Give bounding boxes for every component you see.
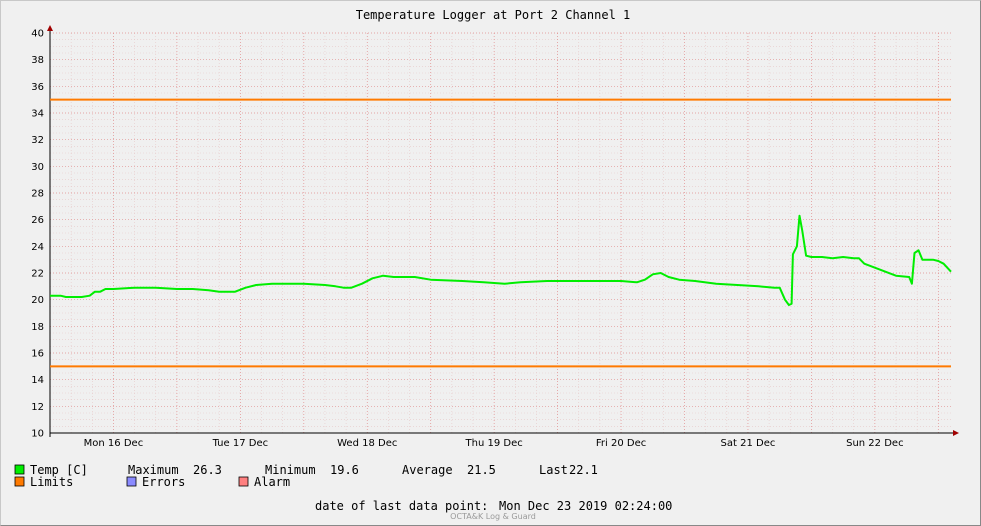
y-tick-label: 10 [31, 429, 44, 440]
last-data-point-value: Mon Dec 23 2019 02:24:00 [499, 499, 672, 513]
grid-minor [50, 33, 951, 433]
y-tick-label: 18 [31, 322, 44, 333]
y-tick-label: 12 [31, 402, 44, 413]
y-tick-label: 28 [31, 189, 44, 200]
y-tick-label: 30 [31, 162, 44, 173]
y-tick-label: 32 [31, 135, 44, 146]
legend-max-value: 26.3 [193, 463, 222, 477]
x-axis-arrow [953, 430, 959, 436]
y-tick-label: 36 [31, 82, 44, 93]
y-tick-label: 14 [31, 375, 44, 386]
x-tick-label: Sun 22 Dec [846, 438, 903, 449]
series-group [50, 214, 952, 306]
legend-avg-label: Average [402, 463, 453, 477]
legend-avg-value: 21.5 [467, 463, 496, 477]
series-line-temp [50, 214, 952, 306]
legend-errors-label: Errors [142, 475, 185, 489]
legend-temp-label: Temp [C] [30, 463, 88, 477]
legend-swatch-temp [14, 464, 25, 475]
legend-last-label: Last [539, 463, 568, 477]
y-tick-label: 38 [31, 55, 44, 66]
legend-swatch-limits [14, 476, 25, 487]
axes [47, 25, 959, 437]
y-tick-label: 22 [31, 269, 44, 280]
legend-swatch-errors [126, 476, 137, 487]
x-tick-label: Thu 19 Dec [465, 438, 523, 449]
last-data-point-label: date of last data point: [315, 499, 488, 513]
legend-min-value: 19.6 [330, 463, 359, 477]
y-tick-label: 24 [31, 242, 44, 253]
legend-min-label: Minimum [265, 463, 316, 477]
x-tick-label: Fri 20 Dec [596, 438, 646, 449]
x-tick-label: Mon 16 Dec [84, 438, 144, 449]
chart-title: Temperature Logger at Port 2 Channel 1 [356, 8, 631, 22]
legend-max-label: Maximum [128, 463, 179, 477]
legend-alarm-label: Alarm [254, 475, 290, 489]
watermark: OCTA&K Log & Guard [450, 512, 536, 521]
limit-lines [50, 98, 951, 368]
y-tick-label: 40 [31, 29, 44, 40]
x-tick-label: Wed 18 Dec [337, 438, 397, 449]
x-axis-ticks: Mon 16 Dec Tue 17 Dec Wed 18 Dec Thu 19 Dec… [84, 438, 904, 449]
x-tick-label: Sat 21 Dec [721, 438, 776, 449]
legend-limits-label: Limits [30, 475, 73, 489]
y-tick-label: 34 [31, 109, 44, 120]
y-axis-arrow [47, 25, 53, 31]
y-tick-label: 26 [31, 215, 44, 226]
x-tick-label: Tue 17 Dec [212, 438, 269, 449]
y-axis-ticks: 10 12 14 16 18 20 22 24 26 28 30 32 34 36 38 40 [31, 29, 44, 440]
legend-swatch-alarm [238, 476, 249, 487]
y-tick-label: 16 [31, 349, 44, 360]
legend-last-value: 22.1 [569, 463, 598, 477]
y-tick-label: 20 [31, 295, 44, 306]
